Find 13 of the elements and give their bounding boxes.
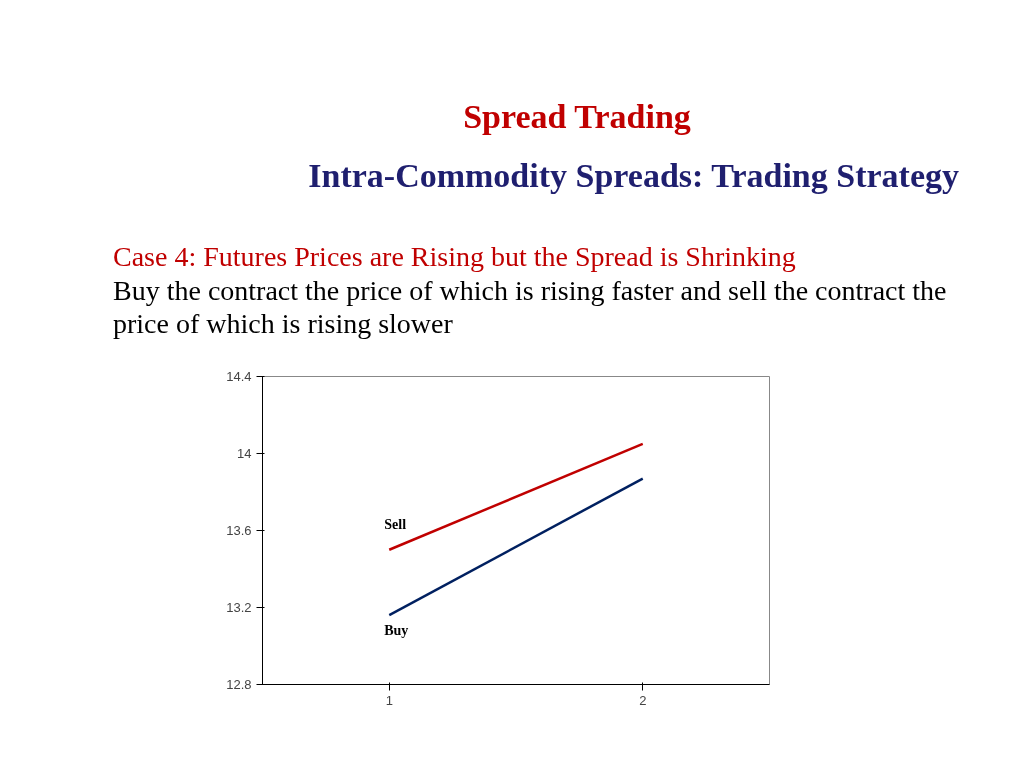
y-tick-label: 14.4 <box>226 368 252 384</box>
y-tick-label: 14 <box>237 445 252 461</box>
y-tick-label: 13.2 <box>226 599 252 615</box>
series-label: Sell <box>384 516 407 532</box>
text: Case 4: Futures Prices are Rising but the Spread is Shrinking <box>113 240 797 274</box>
y-tick-label: 13.6 <box>226 522 252 538</box>
chart-title: Spread Trading <box>462 97 692 137</box>
series-label: Buy <box>384 623 409 639</box>
x-tick-label: 1 <box>385 692 393 708</box>
x-tick-label: 2 <box>639 692 647 708</box>
chart-subtitle: Intra-Commodity Spreads: Trading Strategy <box>307 155 960 196</box>
y-tick-label: 12.8 <box>226 676 252 692</box>
text: Buy the contract the price of which is rising faster and sell the contract the price of which is rising slower <box>113 273 948 341</box>
